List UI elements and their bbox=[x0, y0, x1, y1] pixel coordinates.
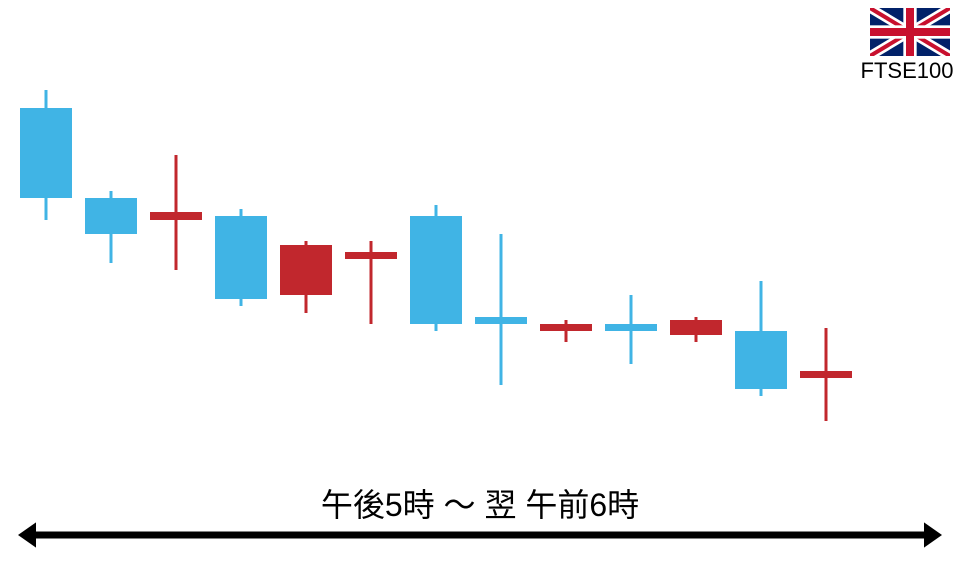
time-range-arrow bbox=[0, 0, 960, 567]
chart-canvas: FTSE100 午後5時 ～ 翌 午前6時 bbox=[0, 0, 960, 567]
